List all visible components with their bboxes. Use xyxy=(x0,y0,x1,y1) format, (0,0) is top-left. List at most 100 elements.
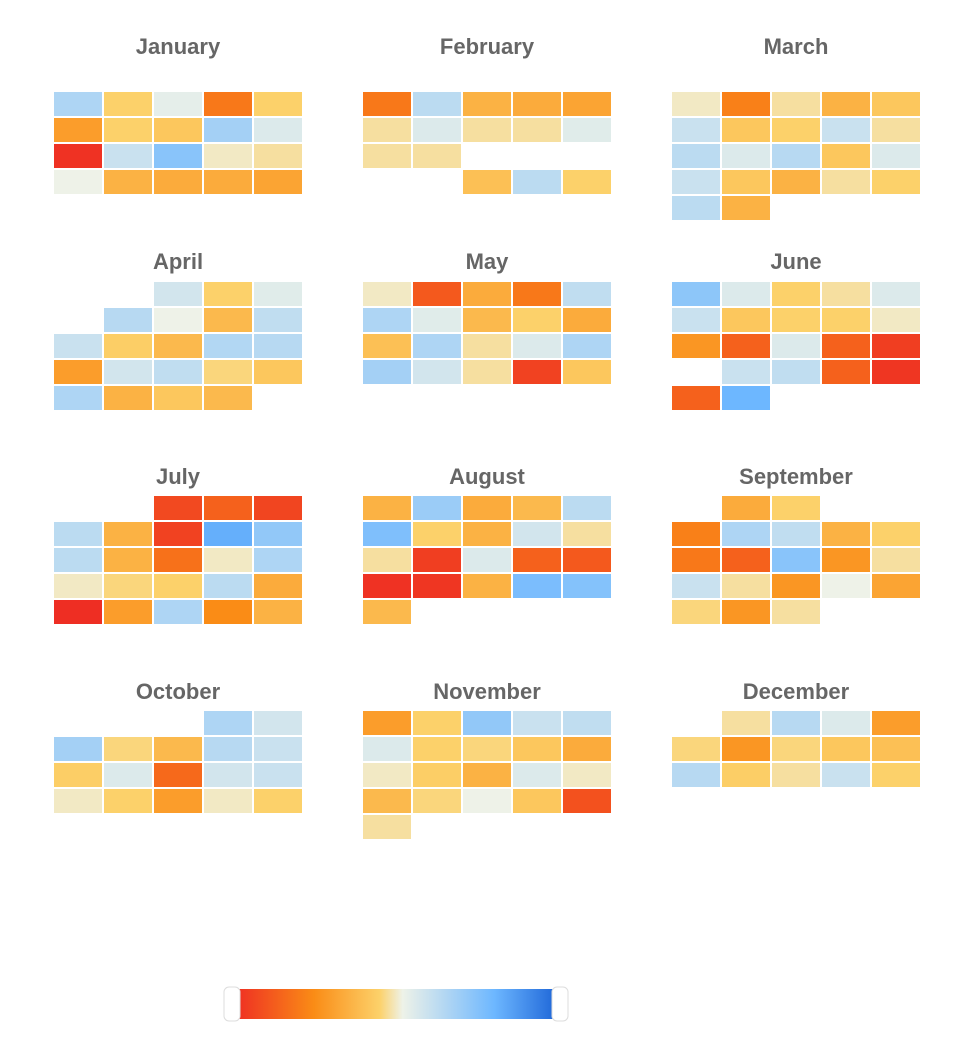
day-cell[interactable] xyxy=(363,737,411,761)
day-cell[interactable] xyxy=(672,282,720,306)
day-cell[interactable] xyxy=(513,548,561,572)
day-cell[interactable] xyxy=(204,308,252,332)
day-cell[interactable] xyxy=(363,144,411,168)
day-cell[interactable] xyxy=(154,737,202,761)
day-cell[interactable] xyxy=(413,334,461,358)
day-cell[interactable] xyxy=(513,496,561,520)
day-cell[interactable] xyxy=(463,711,511,735)
day-cell[interactable] xyxy=(563,282,611,306)
day-cell[interactable] xyxy=(154,308,202,332)
day-cell[interactable] xyxy=(722,196,770,220)
day-cell[interactable] xyxy=(154,282,202,306)
day-cell[interactable] xyxy=(254,711,302,735)
day-cell[interactable] xyxy=(413,763,461,787)
day-cell[interactable] xyxy=(872,334,920,358)
day-cell[interactable] xyxy=(104,308,152,332)
day-cell[interactable] xyxy=(722,522,770,546)
day-cell[interactable] xyxy=(513,170,561,194)
day-cell[interactable] xyxy=(872,282,920,306)
day-cell[interactable] xyxy=(204,522,252,546)
day-cell[interactable] xyxy=(672,763,720,787)
day-cell[interactable] xyxy=(513,334,561,358)
day-cell[interactable] xyxy=(672,737,720,761)
day-cell[interactable] xyxy=(204,763,252,787)
day-cell[interactable] xyxy=(104,763,152,787)
day-cell[interactable] xyxy=(772,763,820,787)
day-cell[interactable] xyxy=(104,334,152,358)
day-cell[interactable] xyxy=(872,548,920,572)
day-cell[interactable] xyxy=(154,170,202,194)
day-cell[interactable] xyxy=(154,789,202,813)
day-cell[interactable] xyxy=(672,522,720,546)
day-cell[interactable] xyxy=(463,360,511,384)
day-cell[interactable] xyxy=(413,496,461,520)
day-cell[interactable] xyxy=(772,711,820,735)
day-cell[interactable] xyxy=(772,308,820,332)
legend-handle-max[interactable] xyxy=(551,986,569,1022)
day-cell[interactable] xyxy=(363,574,411,598)
day-cell[interactable] xyxy=(154,144,202,168)
day-cell[interactable] xyxy=(413,118,461,142)
day-cell[interactable] xyxy=(154,522,202,546)
day-cell[interactable] xyxy=(254,308,302,332)
day-cell[interactable] xyxy=(463,763,511,787)
day-cell[interactable] xyxy=(54,600,102,624)
day-cell[interactable] xyxy=(722,360,770,384)
day-cell[interactable] xyxy=(104,170,152,194)
day-cell[interactable] xyxy=(254,789,302,813)
day-cell[interactable] xyxy=(772,360,820,384)
day-cell[interactable] xyxy=(363,360,411,384)
day-cell[interactable] xyxy=(722,334,770,358)
day-cell[interactable] xyxy=(722,600,770,624)
day-cell[interactable] xyxy=(563,308,611,332)
day-cell[interactable] xyxy=(254,737,302,761)
day-cell[interactable] xyxy=(722,711,770,735)
day-cell[interactable] xyxy=(413,144,461,168)
day-cell[interactable] xyxy=(563,334,611,358)
day-cell[interactable] xyxy=(722,144,770,168)
day-cell[interactable] xyxy=(772,548,820,572)
day-cell[interactable] xyxy=(872,711,920,735)
day-cell[interactable] xyxy=(463,282,511,306)
day-cell[interactable] xyxy=(563,522,611,546)
day-cell[interactable] xyxy=(254,92,302,116)
day-cell[interactable] xyxy=(563,360,611,384)
day-cell[interactable] xyxy=(413,789,461,813)
day-cell[interactable] xyxy=(54,386,102,410)
day-cell[interactable] xyxy=(254,548,302,572)
day-cell[interactable] xyxy=(672,118,720,142)
day-cell[interactable] xyxy=(563,711,611,735)
day-cell[interactable] xyxy=(363,92,411,116)
day-cell[interactable] xyxy=(872,763,920,787)
day-cell[interactable] xyxy=(363,711,411,735)
day-cell[interactable] xyxy=(463,334,511,358)
day-cell[interactable] xyxy=(672,196,720,220)
day-cell[interactable] xyxy=(104,574,152,598)
day-cell[interactable] xyxy=(204,548,252,572)
day-cell[interactable] xyxy=(772,737,820,761)
day-cell[interactable] xyxy=(363,548,411,572)
day-cell[interactable] xyxy=(204,170,252,194)
day-cell[interactable] xyxy=(154,496,202,520)
day-cell[interactable] xyxy=(104,548,152,572)
day-cell[interactable] xyxy=(513,282,561,306)
day-cell[interactable] xyxy=(413,522,461,546)
day-cell[interactable] xyxy=(154,763,202,787)
day-cell[interactable] xyxy=(463,522,511,546)
day-cell[interactable] xyxy=(154,386,202,410)
day-cell[interactable] xyxy=(204,789,252,813)
day-cell[interactable] xyxy=(254,574,302,598)
day-cell[interactable] xyxy=(204,282,252,306)
day-cell[interactable] xyxy=(822,282,870,306)
day-cell[interactable] xyxy=(363,600,411,624)
day-cell[interactable] xyxy=(54,574,102,598)
day-cell[interactable] xyxy=(104,144,152,168)
day-cell[interactable] xyxy=(872,737,920,761)
day-cell[interactable] xyxy=(513,789,561,813)
color-legend[interactable] xyxy=(223,986,569,1022)
day-cell[interactable] xyxy=(722,282,770,306)
day-cell[interactable] xyxy=(822,548,870,572)
day-cell[interactable] xyxy=(722,574,770,598)
day-cell[interactable] xyxy=(104,386,152,410)
day-cell[interactable] xyxy=(722,548,770,572)
